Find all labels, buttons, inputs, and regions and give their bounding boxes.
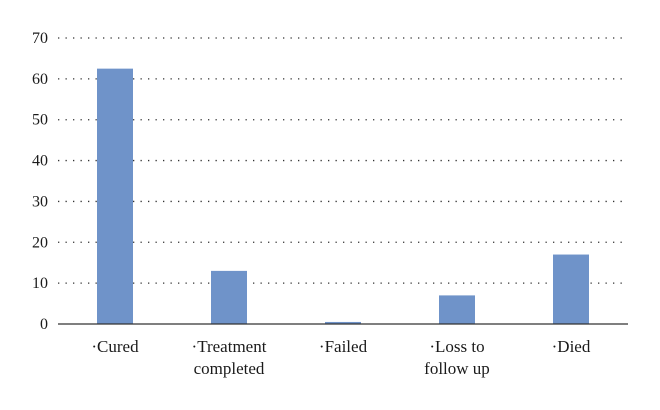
x-category-label-1-line-0: ·Treatment	[192, 337, 267, 356]
x-category-label-4-line-0: ·Died	[552, 337, 591, 356]
bar-2	[325, 321, 361, 324]
x-category-label-2-line-0: ·Failed	[319, 337, 368, 356]
y-tick-label-50: 50	[32, 112, 48, 129]
y-tick-label-70: 70	[32, 30, 48, 47]
bar-1	[211, 270, 247, 324]
x-category-label-3-line-1: follow up	[424, 359, 490, 378]
y-tick-label-20: 20	[32, 234, 48, 251]
x-category-label-1-line-1: completed	[194, 359, 265, 378]
bar-3	[439, 295, 475, 324]
bar-4	[553, 254, 589, 324]
y-tick-label-40: 40	[32, 153, 48, 170]
bars	[97, 68, 589, 325]
gridlines	[58, 37, 628, 284]
x-category-label-0-line-0: ·Cured	[91, 337, 139, 356]
bar-0	[97, 68, 133, 325]
y-tick-label-60: 60	[32, 71, 48, 88]
x-axis-labels: ·Cured ·Treatment completed ·Failed ·Loss to…	[91, 337, 590, 378]
y-tick-label-10: 10	[32, 275, 48, 292]
y-tick-label-0: 0	[40, 316, 48, 333]
y-tick-label-30: 30	[32, 193, 48, 210]
y-axis-ticks: 0 10 20 30 40 50 60 70	[32, 30, 48, 333]
x-category-label-3-line-0: ·Loss to	[429, 337, 484, 356]
